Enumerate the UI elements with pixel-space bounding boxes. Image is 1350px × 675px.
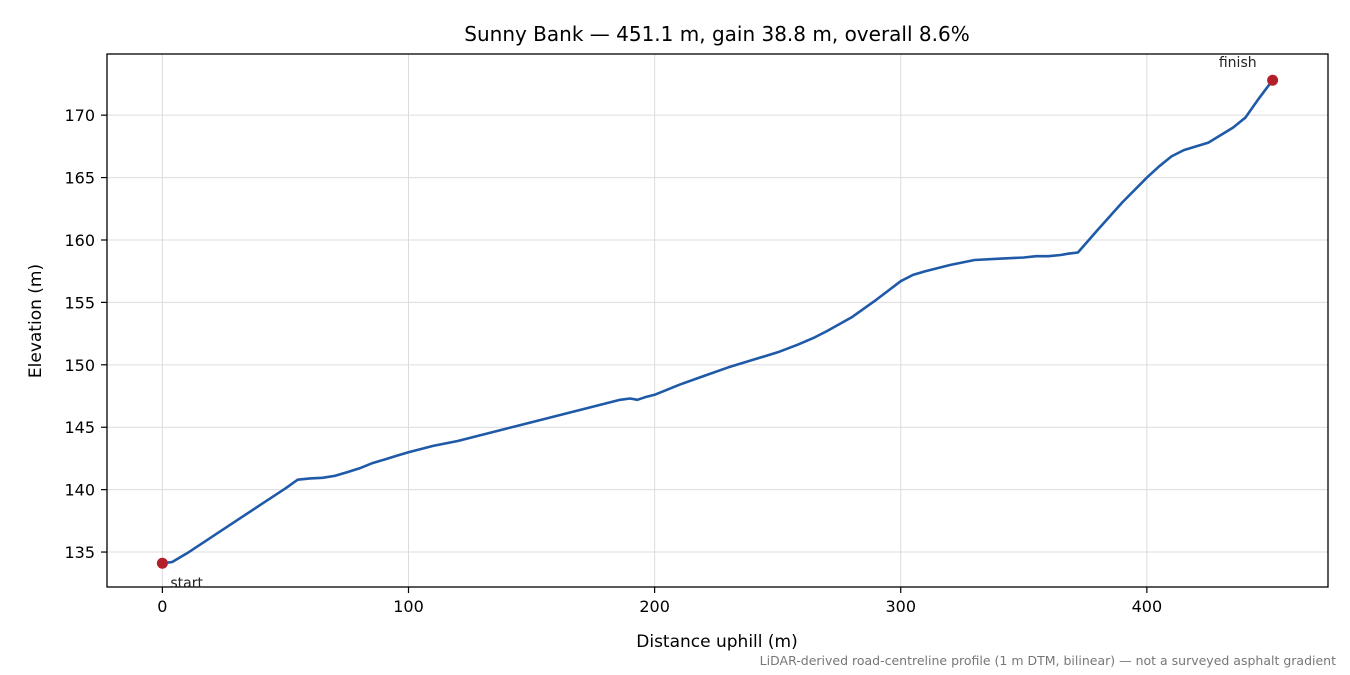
x-axis-label: Distance uphill (m) xyxy=(636,632,797,652)
annotations: start finish xyxy=(156,55,1279,591)
point-marker xyxy=(1267,74,1279,86)
x-tick-label: 300 xyxy=(885,597,916,616)
grid-lines xyxy=(107,54,1328,587)
chart-title: Sunny Bank — 451.1 m, gain 38.8 m, overa… xyxy=(464,22,969,46)
point-marker xyxy=(156,557,168,569)
axis-ticks: 0 100 200 300 400 135 140 145 150 155 160 165 170 xyxy=(64,106,1162,616)
plot-frame xyxy=(106,53,1329,588)
y-tick-label: 150 xyxy=(64,356,95,375)
y-tick-label: 135 xyxy=(64,543,95,562)
x-tick-label: 200 xyxy=(639,597,670,616)
y-tick-label: 165 xyxy=(64,169,95,188)
footnote: LiDAR-derived road-centreline profile (1… xyxy=(760,653,1336,668)
point-label: start xyxy=(170,575,203,591)
x-tick-label: 0 xyxy=(157,597,167,616)
x-tick-label: 100 xyxy=(393,597,424,616)
y-tick-label: 145 xyxy=(64,418,95,437)
y-tick-label: 160 xyxy=(64,231,95,250)
y-tick-label: 140 xyxy=(64,481,95,500)
x-tick-label: 400 xyxy=(1132,597,1163,616)
y-axis-label: Elevation (m) xyxy=(26,264,46,378)
y-tick-label: 170 xyxy=(64,106,95,125)
y-tick-label: 155 xyxy=(64,293,95,312)
series-line xyxy=(161,78,1274,565)
series-layer xyxy=(161,78,1274,565)
point-label: finish xyxy=(1219,55,1257,71)
